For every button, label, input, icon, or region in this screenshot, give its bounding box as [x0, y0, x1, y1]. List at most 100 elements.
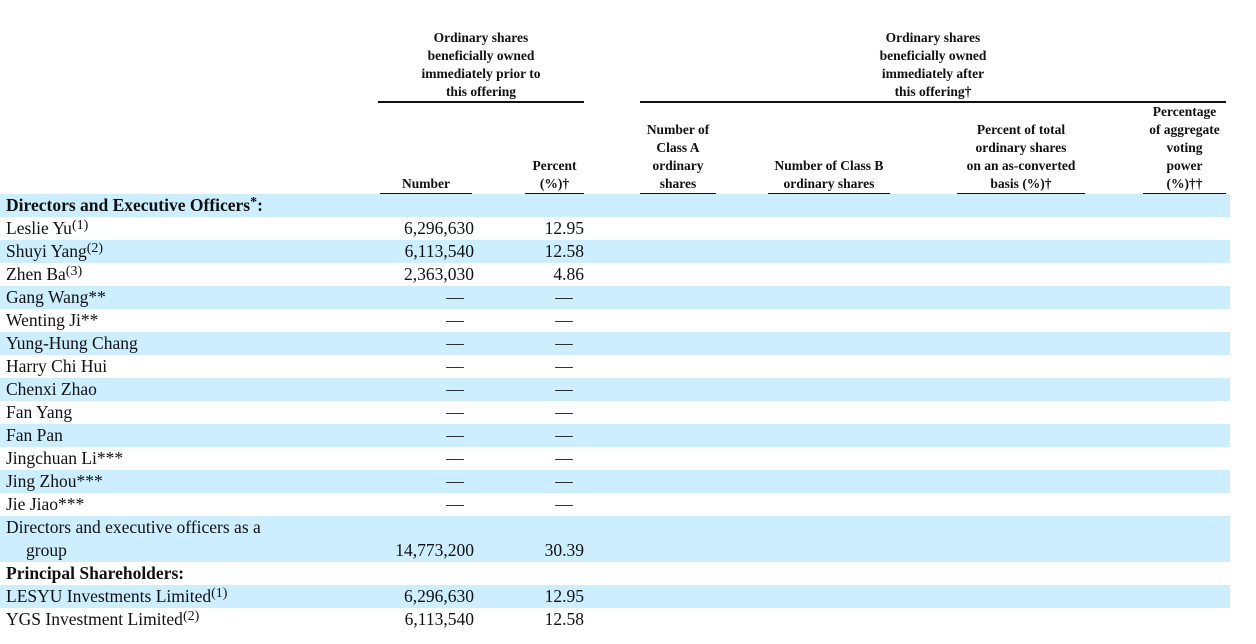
header-after-offering-line: beneficially owned — [879, 48, 987, 63]
table-row: Jing Zhou*** — — — [0, 470, 1230, 493]
shares-number: — — [446, 471, 464, 491]
header-prior-offering-line: beneficially owned — [427, 48, 535, 63]
header-after-offering-line: immediately after — [881, 66, 985, 81]
row-label: Jing Zhou*** — [6, 471, 103, 491]
table-row: Fan Pan — — — [0, 424, 1230, 447]
shares-percent: — — [555, 471, 573, 491]
row-label: Directors and executive officers as a — [6, 517, 261, 537]
row-label: group — [26, 540, 67, 560]
shares-percent: — — [555, 379, 573, 399]
header-prior-offering-line: Ordinary shares — [433, 30, 529, 45]
shares-percent: — — [555, 448, 573, 468]
header-percent: Percent (%)† — [525, 157, 584, 195]
table-row: Leslie Yu(1) 6,296,630 12.95 — [0, 217, 1230, 240]
table-row: Yung-Hung Chang — — — [0, 332, 1230, 355]
header-class-b-line: ordinary shares — [783, 176, 875, 191]
row-label: YGS Investment Limited(2) — [6, 609, 200, 629]
footnote-marker: (2) — [182, 609, 200, 624]
header-prior-offering: Ordinary shares beneficially owned immedia… — [378, 29, 584, 103]
header-number-line: Number — [402, 176, 450, 191]
table-row: YGS Investment Limited(2) 6,113,540 12.58 — [0, 608, 1230, 631]
shares-percent: 12.95 — [544, 218, 584, 238]
shares-number: — — [446, 402, 464, 422]
shares-number: — — [446, 425, 464, 445]
footnote-marker: (2) — [86, 241, 104, 256]
header-prior-offering-line: immediately prior to — [421, 66, 541, 81]
table-row: Jingchuan Li*** — — — [0, 447, 1230, 470]
header-voting-power-line: of aggregate — [1149, 122, 1220, 137]
header-percent-total-line: basis (%)† — [990, 176, 1052, 191]
row-label: Chenxi Zhao — [6, 379, 97, 399]
shares-number: — — [446, 494, 464, 514]
row-label: Fan Yang — [6, 402, 73, 422]
table-row: LESYU Investments Limited(1) 6,296,630 12.… — [0, 585, 1230, 608]
footnote-marker: * — [250, 195, 258, 210]
shares-number: 6,113,540 — [404, 241, 474, 261]
row-label: Gang Wang** — [6, 287, 106, 307]
row-label: Zhen Ba(3) — [6, 264, 83, 284]
header-percent-total-line: Percent of total — [976, 122, 1066, 137]
header-percent-line: Percent — [532, 158, 577, 173]
table-row: Gang Wang** — — — [0, 286, 1230, 309]
header-prior-offering-line: this offering — [445, 84, 517, 99]
header-number: Number — [380, 175, 472, 195]
table-row: Harry Chi Hui — — — [0, 355, 1230, 378]
header-percent-total-line: on an as-converted — [966, 158, 1076, 173]
shares-percent: — — [555, 287, 573, 307]
shares-percent: — — [555, 402, 573, 422]
row-label: Harry Chi Hui — [6, 356, 108, 376]
header-after-offering-line: this offering† — [894, 84, 972, 99]
shares-number: — — [446, 448, 464, 468]
table-row: Directors and Executive Officers*: — [0, 194, 1230, 217]
header-voting-power-line: (%)†† — [1166, 176, 1203, 191]
header-after-offering-line: Ordinary shares — [885, 30, 981, 45]
table-row: Fan Yang — — — [0, 401, 1230, 424]
header-class-a-line: ordinary — [652, 158, 704, 173]
shares-number: 6,296,630 — [404, 218, 474, 238]
row-label: Wenting Ji** — [6, 310, 99, 330]
row-label: Fan Pan — [6, 425, 63, 445]
header-class-a-line: Number of — [646, 122, 710, 137]
table-row: Shuyi Yang(2) 6,113,540 12.58 — [0, 240, 1230, 263]
shares-percent: — — [555, 356, 573, 376]
header-percent-total-line: ordinary shares — [975, 140, 1067, 155]
footnote-marker: (1) — [211, 586, 228, 601]
header-class-b: Number of Class B ordinary shares — [768, 157, 890, 195]
shares-number: — — [446, 356, 464, 376]
header-class-b-line: Number of Class B — [774, 158, 884, 173]
shares-number: — — [446, 287, 464, 307]
shares-percent: 12.58 — [544, 609, 584, 629]
shares-number: 14,773,200 — [395, 540, 474, 560]
shares-percent: — — [555, 494, 573, 514]
header-class-a-line: Class A — [656, 140, 700, 155]
table-row: Jie Jiao*** — — — [0, 493, 1230, 516]
header-percent-line: (%)† — [539, 176, 570, 191]
footnote-marker: (1) — [71, 218, 89, 233]
shares-percent: 12.95 — [544, 586, 584, 606]
table-row: Zhen Ba(3) 2,363,030 4.86 — [0, 263, 1230, 286]
header-voting-power-line: power — [1166, 158, 1203, 173]
header-class-a-line: shares — [659, 176, 697, 191]
section-heading: Principal Shareholders: — [6, 563, 185, 583]
table-row: Directors and executive officers as a gro… — [0, 516, 1230, 562]
shares-percent: — — [555, 425, 573, 445]
shares-percent: 30.39 — [544, 540, 584, 560]
shares-number: 6,296,630 — [404, 586, 474, 606]
header-class-a: Number of Class A ordinary shares — [640, 121, 716, 195]
shares-percent: 4.86 — [553, 264, 584, 284]
row-label: LESYU Investments Limited(1) — [6, 586, 228, 606]
row-label: Yung-Hung Chang — [6, 333, 138, 353]
shares-number: — — [446, 310, 464, 330]
shares-percent: — — [555, 310, 573, 330]
section-heading: Directors and Executive Officers*: — [6, 195, 263, 215]
shares-number: — — [446, 379, 464, 399]
table-row: Wenting Ji** — — — [0, 309, 1230, 332]
row-label: Jingchuan Li*** — [6, 448, 124, 468]
header-voting-power-line: Percentage — [1152, 104, 1217, 119]
row-label: Leslie Yu(1) — [6, 218, 89, 238]
shares-percent: 12.58 — [544, 241, 584, 261]
header-after-offering: Ordinary shares beneficially owned immedia… — [640, 29, 1226, 103]
row-label: Jie Jiao*** — [6, 494, 85, 514]
header-voting-power: Percentage of aggregate voting power (%)†† — [1143, 103, 1226, 195]
shares-percent: — — [555, 333, 573, 353]
